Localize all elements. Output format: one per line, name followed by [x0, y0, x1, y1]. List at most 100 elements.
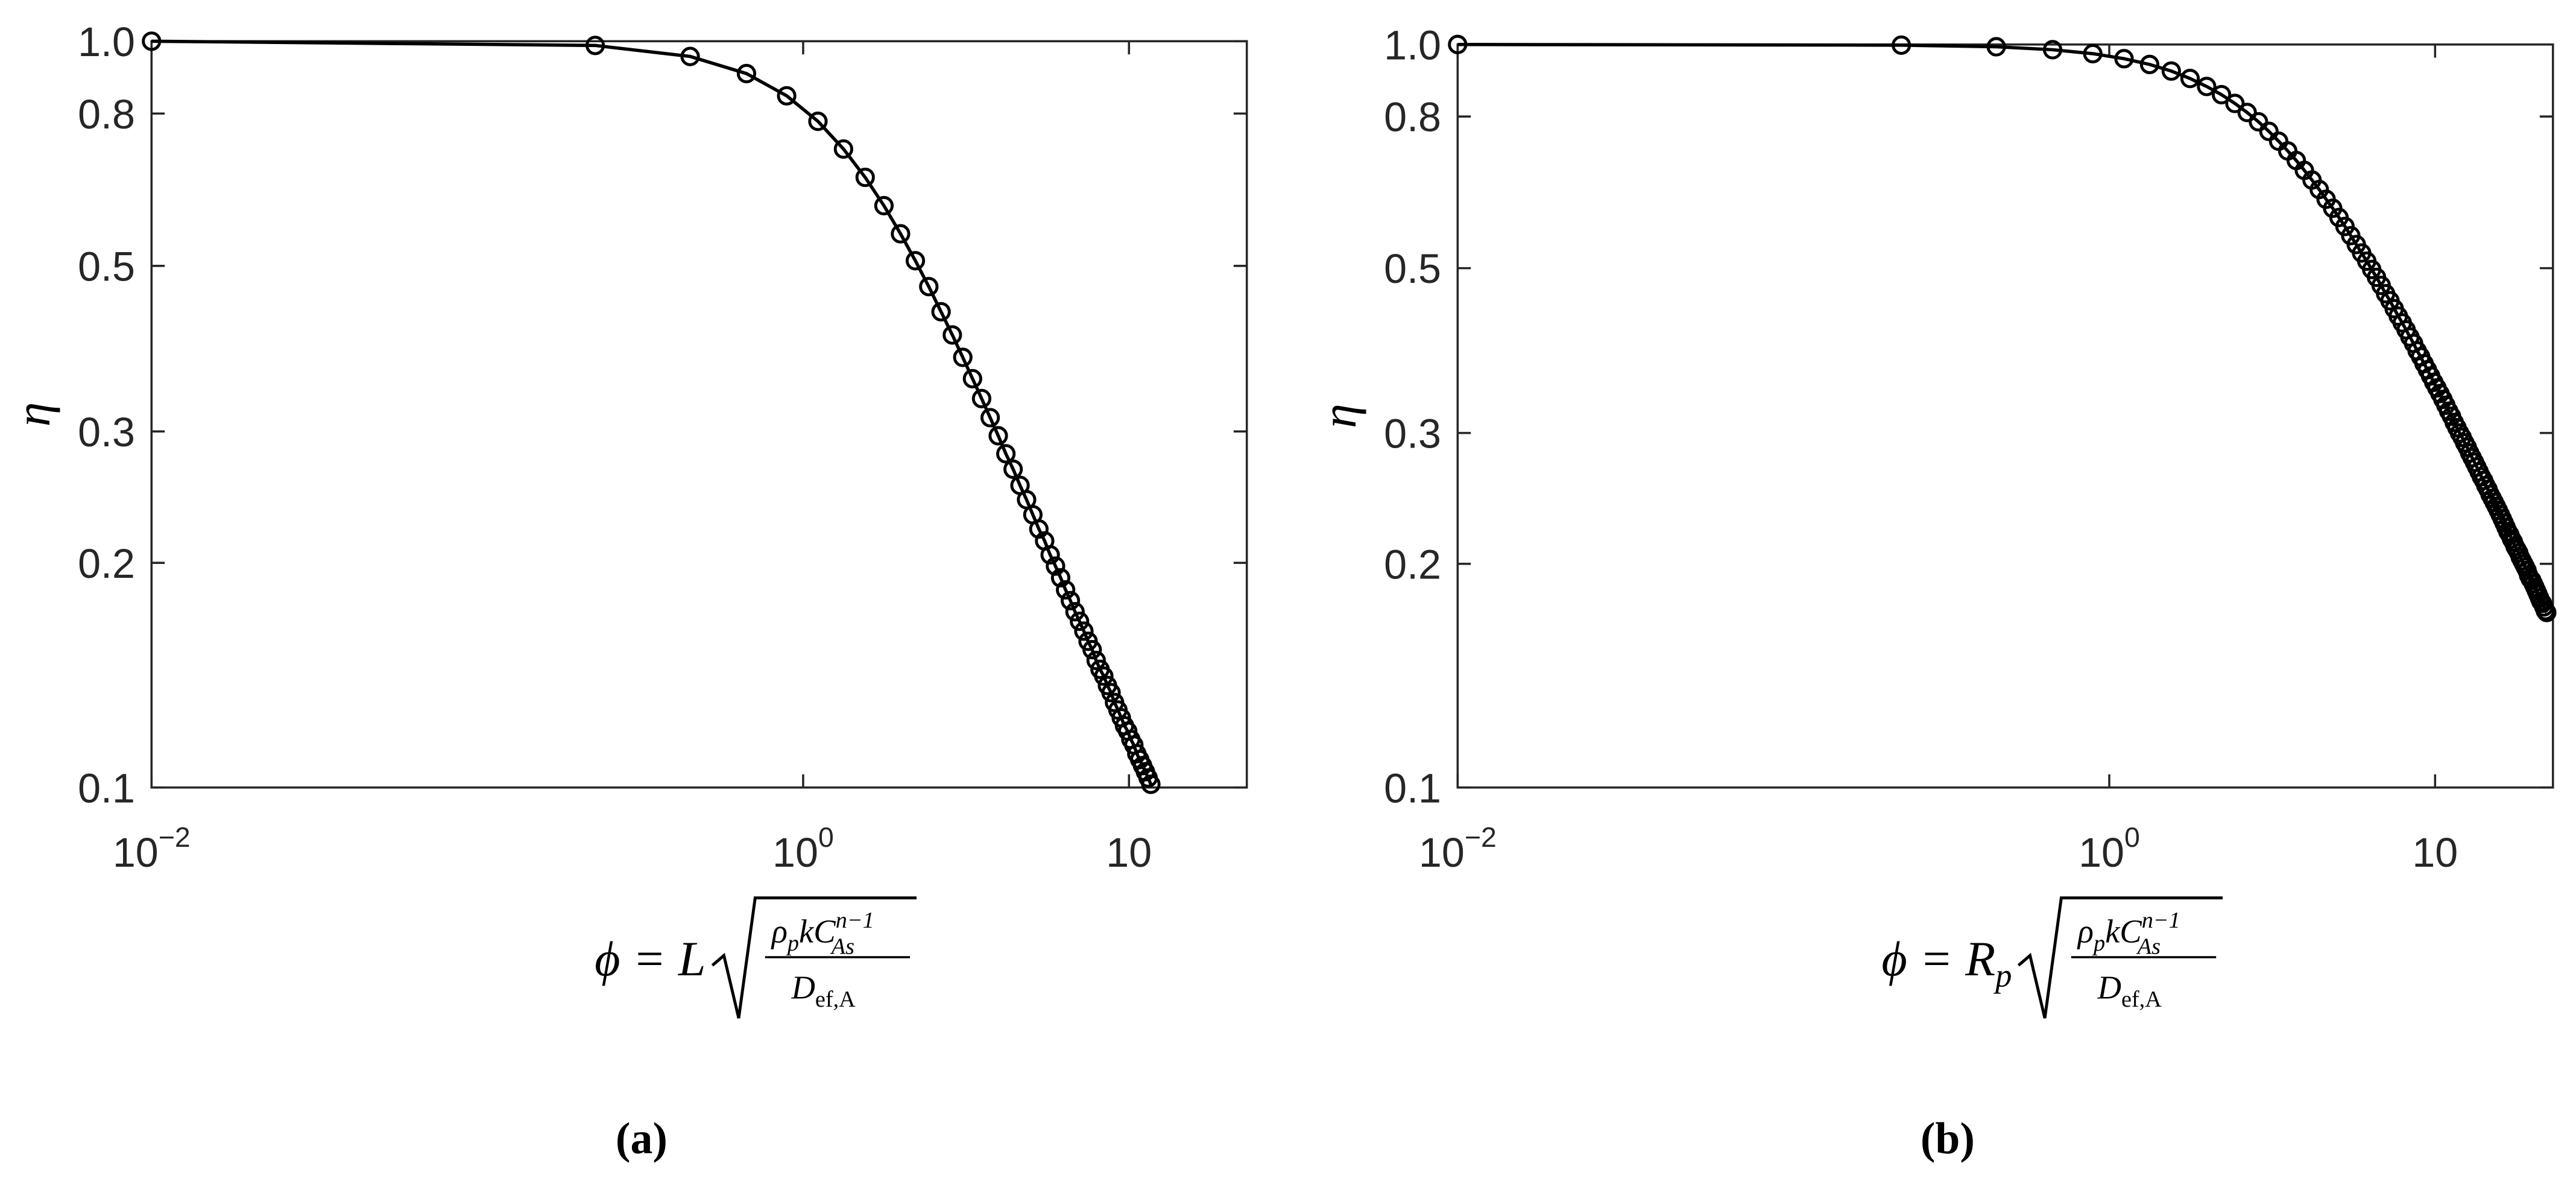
- data-marker: [988, 426, 1008, 446]
- panel-label: (a): [616, 1113, 668, 1163]
- y-tick-label: 0.8: [78, 92, 135, 138]
- x-tick-label: 10−2: [1419, 821, 1497, 876]
- x-axis-label-denominator: Def,A: [2097, 969, 2162, 1012]
- tick-exponent: −2: [1465, 821, 1497, 853]
- tick-base: 10: [772, 830, 818, 876]
- data-marker: [874, 195, 894, 216]
- data-marker: [2139, 54, 2160, 75]
- x-axis-label-part: ϕ = R: [1881, 931, 1995, 986]
- data-marker: [1050, 568, 1071, 588]
- y-tick-label: 0.3: [78, 410, 135, 455]
- data-marker: [919, 277, 939, 297]
- x-axis-label-part: kC: [2105, 913, 2142, 949]
- data-marker: [1448, 34, 1468, 54]
- data-marker: [1101, 683, 1121, 703]
- data-marker: [1074, 621, 1094, 641]
- data-marker: [2114, 49, 2134, 69]
- axes-box: [1456, 43, 2554, 789]
- data-marker: [1070, 611, 1090, 631]
- x-axis-label-part: ρ: [771, 913, 788, 949]
- x-axis-label-main: ϕ = L: [595, 931, 706, 986]
- data-marker: [980, 408, 1000, 428]
- y-tick-label: 0.1: [78, 765, 135, 811]
- x-axis-label-part: ef,A: [815, 987, 856, 1012]
- x-axis-label-part: n−1: [836, 908, 874, 933]
- data-marker: [971, 388, 992, 408]
- data-marker: [2225, 93, 2245, 113]
- y-axis-label: η: [5, 402, 60, 427]
- tick-base: 10: [2079, 830, 2124, 876]
- data-marker: [953, 347, 973, 367]
- data-marker: [680, 46, 700, 66]
- tick-exponent: −2: [159, 821, 191, 853]
- data-marker: [1891, 35, 1911, 55]
- data-marker: [1065, 602, 1085, 622]
- x-axis-label-main: ϕ = Rp: [1881, 931, 2012, 994]
- y-axis-label: η: [1312, 404, 1366, 428]
- data-marker: [142, 31, 162, 51]
- y-tick-label: 0.5: [1384, 246, 1441, 292]
- panel-label: (b): [1921, 1113, 1975, 1163]
- x-axis-label-part: ef,A: [2121, 987, 2162, 1012]
- data-marker: [905, 251, 926, 271]
- data-marker: [1040, 545, 1060, 565]
- data-marker: [962, 369, 982, 388]
- x-axis-label-part: ϕ = L: [595, 931, 706, 986]
- x-axis-label-part: As: [830, 934, 854, 960]
- x-axis-label-part: p: [1993, 957, 2012, 994]
- x-tick-label: 10: [1106, 830, 1152, 876]
- x-tick-label: 100: [2079, 821, 2140, 876]
- x-tick-label: 100: [772, 821, 834, 876]
- data-marker: [2083, 43, 2103, 64]
- y-tick-label: 0.3: [1384, 411, 1441, 457]
- data-marker: [2259, 121, 2279, 141]
- data-marker: [808, 112, 828, 131]
- data-marker: [2197, 77, 2217, 97]
- data-marker: [2161, 61, 2181, 81]
- data-marker: [1086, 650, 1106, 671]
- data-line: [1457, 43, 2548, 614]
- data-marker: [2237, 103, 2257, 122]
- y-tick-label: 0.5: [78, 244, 135, 290]
- data-marker: [2211, 84, 2232, 105]
- data-marker: [2537, 603, 2557, 622]
- tick-exponent: 0: [2124, 821, 2140, 853]
- x-axis-label-part: p: [786, 931, 799, 956]
- y-tick-label: 0.8: [1384, 95, 1441, 141]
- data-marker: [1003, 459, 1023, 479]
- y-tick-label: 0.2: [78, 541, 135, 587]
- data-marker: [777, 86, 797, 106]
- data-marker: [1056, 580, 1076, 600]
- x-axis-label-part: D: [791, 969, 815, 1005]
- x-axis-label-numerator: ρpkCn−1 As: [771, 908, 874, 960]
- data-marker: [1986, 37, 2006, 57]
- data-marker: [1082, 640, 1102, 660]
- radical-sign: [711, 896, 917, 1019]
- tick-base: 10: [113, 830, 159, 876]
- data-marker: [1060, 590, 1081, 610]
- x-axis-label-part: n−1: [2142, 908, 2180, 933]
- x-axis-label-numerator: ρpkCn−1 As: [2077, 908, 2180, 960]
- data-marker: [2249, 112, 2268, 132]
- data-marker: [1046, 556, 1065, 576]
- axes-box: [150, 40, 1248, 789]
- data-marker: [996, 444, 1016, 464]
- y-tick-label: 1.0: [78, 19, 135, 65]
- x-tick-label: 10−2: [113, 821, 191, 876]
- x-axis-label-part: kC: [799, 913, 836, 949]
- data-marker: [2180, 69, 2200, 89]
- y-tick-label: 0.1: [1384, 765, 1441, 811]
- data-marker: [833, 139, 853, 159]
- x-axis-label-denominator: Def,A: [791, 969, 856, 1012]
- data-marker: [1094, 666, 1114, 686]
- data-marker: [855, 167, 875, 188]
- data-marker: [736, 63, 757, 84]
- data-marker: [2042, 40, 2063, 60]
- data-marker: [931, 302, 951, 321]
- x-axis-label-part: ρ: [2077, 913, 2094, 949]
- data-marker: [891, 224, 911, 244]
- radical-sign: [2017, 896, 2223, 1019]
